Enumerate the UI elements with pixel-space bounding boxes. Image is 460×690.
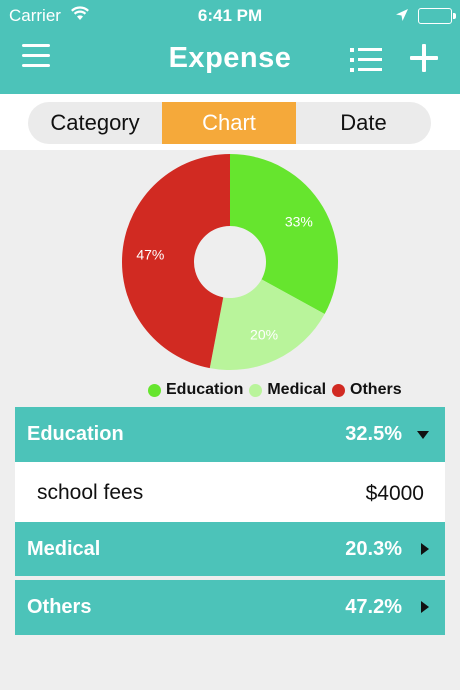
legend-label-education: Education bbox=[166, 381, 244, 398]
battery-icon bbox=[418, 8, 456, 24]
expense-item-name: school fees bbox=[37, 481, 144, 504]
tab-date[interactable]: Date bbox=[340, 110, 387, 135]
expanded-arrow-icon bbox=[417, 431, 429, 439]
legend-item-others: Others bbox=[332, 381, 402, 399]
segment-bar: Category Chart Date bbox=[0, 94, 460, 150]
carrier-label: Carrier bbox=[9, 6, 61, 25]
page-title: Expense bbox=[168, 42, 292, 74]
add-expense-plus-icon[interactable] bbox=[410, 44, 438, 72]
slice-others bbox=[121, 154, 230, 369]
segmented-control: Category Chart Date bbox=[28, 102, 431, 144]
tab-chart[interactable]: Chart bbox=[162, 102, 296, 144]
slice-label-education: 33% bbox=[285, 213, 313, 229]
legend-dot-others bbox=[332, 383, 346, 397]
slice-education bbox=[230, 154, 339, 315]
expense-item-row[interactable]: school fees $4000 bbox=[15, 462, 445, 523]
location-arrow-icon bbox=[395, 7, 409, 27]
slice-label-others: 47% bbox=[136, 246, 164, 262]
legend-dot-education bbox=[148, 383, 161, 397]
expense-donut-chart: 33% 20% 47% bbox=[0, 150, 460, 408]
legend-dot-medical bbox=[249, 383, 263, 397]
legend-label-medical: Medical bbox=[267, 381, 327, 398]
legend-label-others: Others bbox=[350, 381, 402, 398]
status-bar: Carrier 6:41 PM bbox=[0, 0, 460, 32]
wifi-icon bbox=[70, 5, 90, 26]
expense-item-amount: $4000 bbox=[365, 482, 424, 505]
legend-item-education: Education bbox=[148, 381, 243, 399]
category-name: Education bbox=[27, 423, 124, 445]
collapsed-arrow-icon bbox=[421, 543, 429, 555]
menu-hamburger-icon[interactable] bbox=[22, 44, 50, 68]
slice-label-medical: 20% bbox=[250, 326, 278, 342]
donut-chart-svg: 33% 20% 47% bbox=[121, 154, 339, 370]
category-row-medical[interactable]: Medical 20.3% bbox=[15, 522, 445, 576]
legend-item-medical: Medical bbox=[249, 381, 326, 399]
category-name: Medical bbox=[27, 538, 101, 560]
collapsed-arrow-icon bbox=[421, 601, 429, 613]
category-row-education[interactable]: Education 32.5% bbox=[15, 407, 445, 462]
status-time: 6:41 PM bbox=[197, 6, 263, 25]
category-row-others[interactable]: Others 47.2% bbox=[15, 580, 445, 635]
list-icon[interactable] bbox=[350, 46, 382, 74]
category-percent: 20.3% bbox=[345, 538, 402, 560]
category-percent: 47.2% bbox=[345, 596, 402, 618]
category-name: Others bbox=[27, 596, 92, 618]
tab-category[interactable]: Category bbox=[50, 110, 140, 135]
navigation-bar: Carrier 6:41 PM Expense bbox=[0, 0, 460, 94]
slice-medical bbox=[209, 279, 325, 370]
category-percent: 32.5% bbox=[345, 423, 402, 445]
chart-legend: Education Medical Others bbox=[148, 381, 408, 399]
